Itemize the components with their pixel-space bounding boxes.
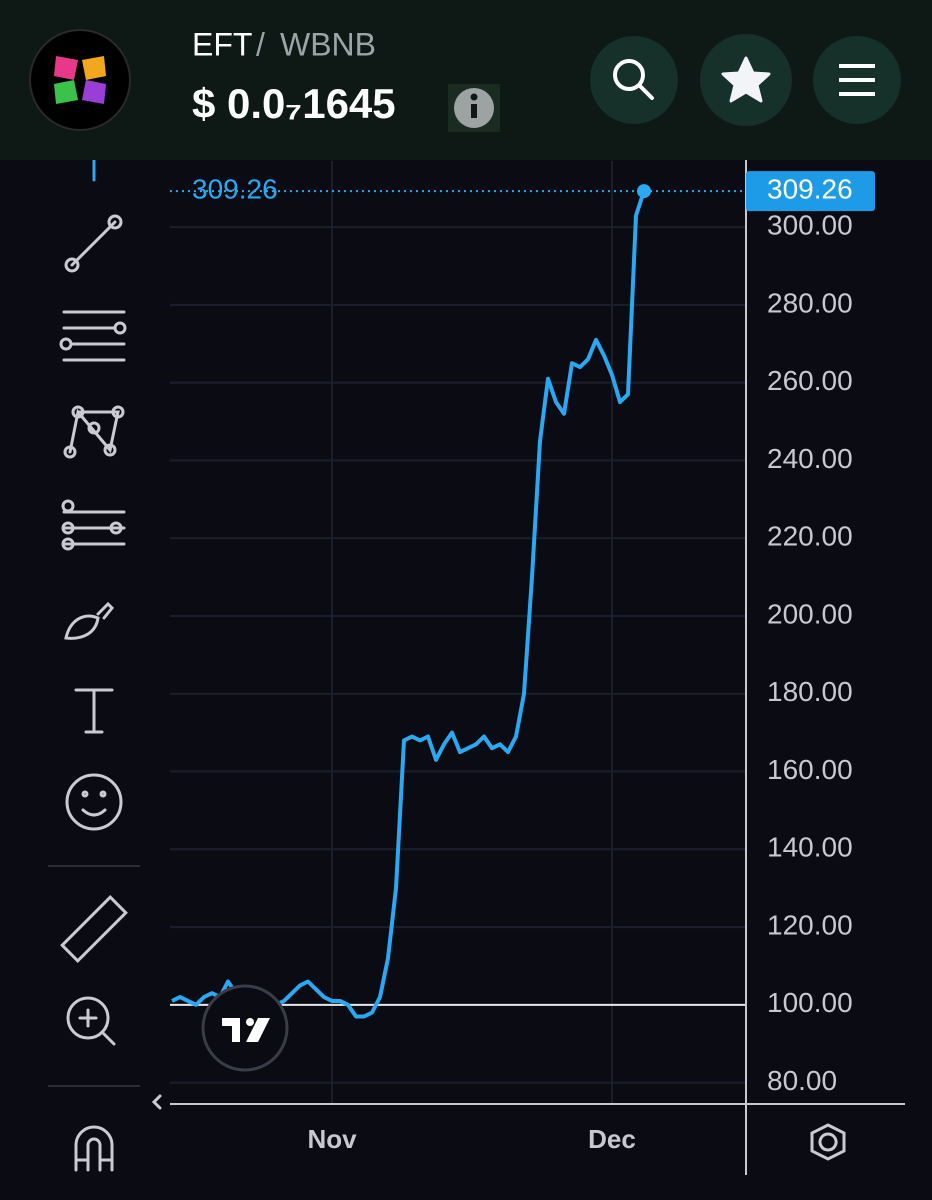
last-price-tag	[746, 171, 875, 212]
y-tick-label: 80.00	[767, 1065, 837, 1096]
magnet-tool[interactable]	[74, 1125, 114, 1172]
x-tick-label: Dec	[588, 1124, 636, 1154]
plot: 309.26	[170, 161, 746, 1104]
y-tick-label: 260.00	[767, 365, 853, 396]
text-tool[interactable]	[74, 688, 114, 734]
settings-button[interactable]	[810, 1123, 846, 1161]
y-tick-label: 180.00	[767, 676, 853, 707]
tradingview-logo	[201, 984, 289, 1072]
last-price-tag-label: 309.26	[767, 173, 853, 204]
brush-tool[interactable]	[64, 601, 115, 640]
emoji-tool[interactable]	[65, 773, 123, 831]
fib-tool[interactable]	[61, 499, 126, 551]
collapse-arrow[interactable]	[151, 1094, 162, 1110]
y-tick-label: 100.00	[767, 987, 853, 1018]
pair-separator: /	[256, 26, 265, 62]
search-button[interactable]	[590, 36, 678, 124]
last-price-label: 309.26	[192, 173, 278, 204]
trend-line-tool[interactable]	[64, 214, 123, 273]
menu-button[interactable]	[813, 36, 901, 124]
y-tick-label: 140.00	[767, 832, 853, 863]
price: $ 0.0₇1645	[192, 80, 396, 127]
last-price-dot	[637, 184, 651, 199]
favorite-button[interactable]	[700, 34, 792, 126]
y-tick-label: 300.00	[767, 209, 853, 240]
price-line	[171, 190, 646, 1019]
y-tick-label: 220.00	[767, 521, 853, 552]
token-logo[interactable]	[29, 29, 131, 131]
y-tick-label: 240.00	[767, 443, 853, 474]
header-bar	[0, 0, 932, 160]
y-tick-label: 280.00	[767, 287, 853, 318]
pattern-tool[interactable]	[63, 405, 125, 459]
info-button[interactable]	[448, 84, 500, 132]
y-tick-label: 160.00	[767, 754, 853, 785]
quote-symbol: WBNB	[280, 26, 376, 62]
zoom-tool[interactable]	[66, 996, 116, 1046]
x-tick-label: Nov	[307, 1124, 357, 1154]
y-tick-label: 200.00	[767, 598, 853, 629]
lines-tool[interactable]	[59, 310, 127, 362]
drawing-toolbar	[59, 158, 846, 1172]
base-symbol: EFT	[192, 26, 252, 62]
ruler-tool[interactable]	[60, 895, 128, 963]
y-tick-label: 120.00	[767, 909, 853, 940]
